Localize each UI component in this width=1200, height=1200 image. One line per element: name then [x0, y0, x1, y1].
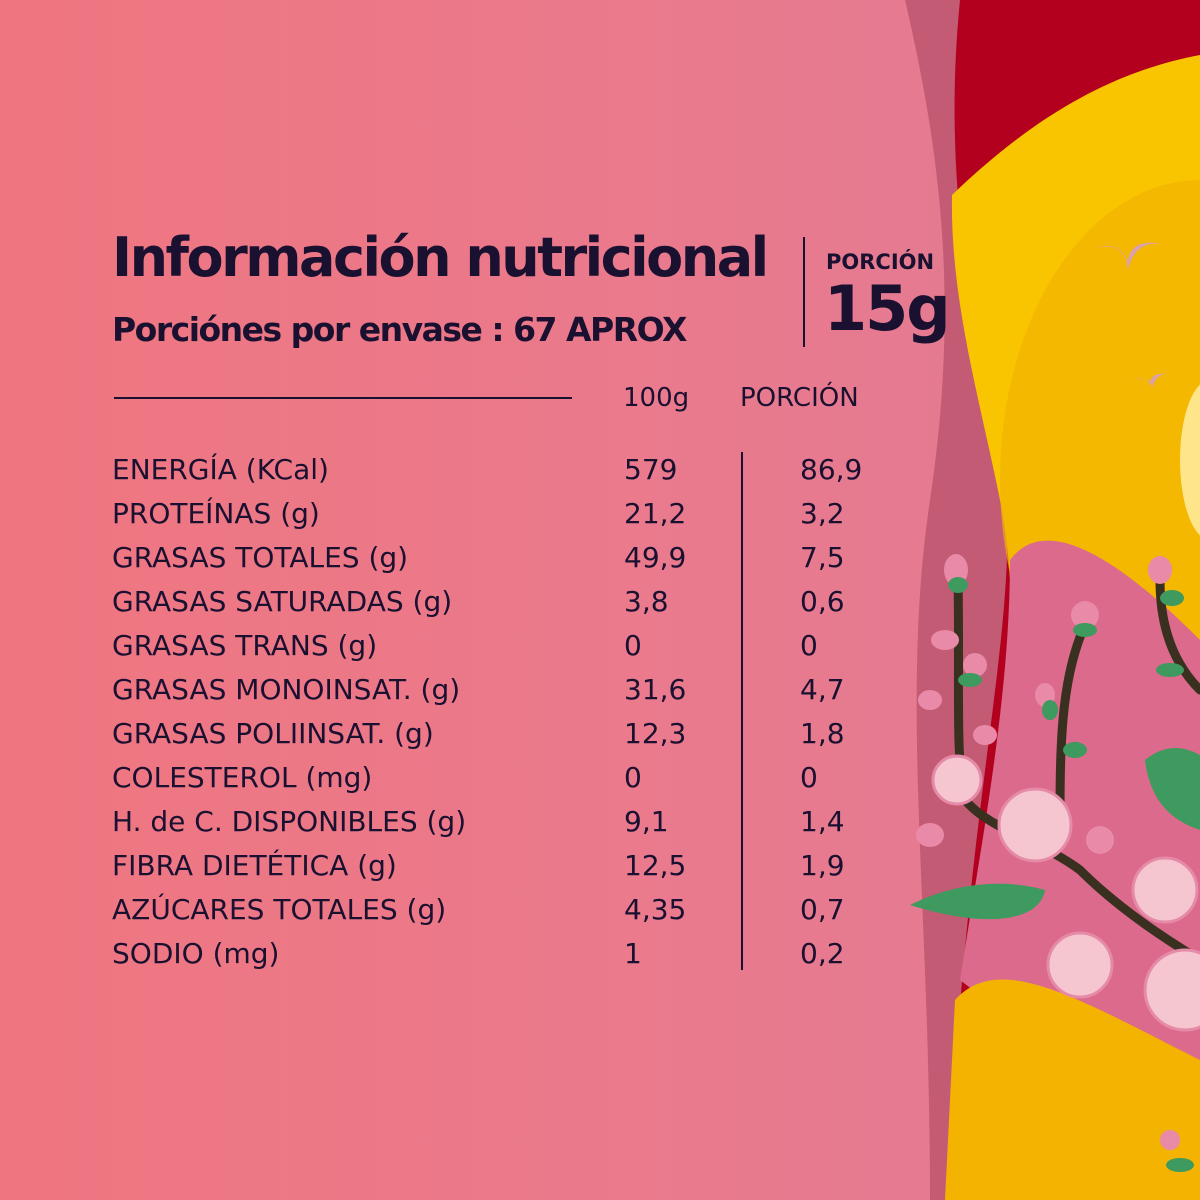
portion-label: PORCIÓN	[826, 250, 935, 274]
value-portion: 0,2	[800, 937, 845, 970]
value-100g: 9,1	[624, 805, 669, 838]
value-portion: 0	[800, 761, 818, 794]
value-100g: 1	[624, 937, 642, 970]
bird-icon	[1095, 242, 1162, 270]
value-100g: 0	[624, 761, 642, 794]
value-portion: 0,7	[800, 893, 845, 926]
nutrient-label: GRASAS TRANS (g)	[112, 629, 378, 662]
portion-value: 15g	[824, 272, 951, 345]
nutrient-label: COLESTEROL (mg)	[112, 761, 373, 794]
nutrient-label: GRASAS POLIINSAT. (g)	[112, 717, 434, 750]
nutrient-label: PROTEÍNAS (g)	[112, 497, 320, 530]
value-portion: 1,9	[800, 849, 845, 882]
column-header-portion: PORCIÓN	[740, 383, 859, 413]
column-header-100g: 100g	[623, 383, 690, 413]
value-portion: 4,7	[800, 673, 845, 706]
nutrient-label: GRASAS TOTALES (g)	[112, 541, 409, 574]
value-100g: 3,8	[624, 585, 669, 618]
value-portion: 0	[800, 629, 818, 662]
value-portion: 0,6	[800, 585, 845, 618]
value-portion: 86,9	[800, 453, 863, 486]
value-portion: 3,2	[800, 497, 845, 530]
page-title: Información nutricional	[112, 226, 769, 289]
value-100g: 49,9	[624, 541, 687, 574]
header-divider	[803, 237, 805, 347]
value-100g: 0	[624, 629, 642, 662]
nutrient-label: GRASAS SATURADAS (g)	[112, 585, 453, 618]
value-portion: 1,8	[800, 717, 845, 750]
servings-per-container: Porciónes por envase : 67 APROX	[112, 310, 687, 349]
value-100g: 579	[624, 453, 678, 486]
value-100g: 31,6	[624, 673, 687, 706]
table-rule	[114, 397, 572, 399]
value-100g: 21,2	[624, 497, 687, 530]
nutrient-label: ENERGÍA (KCal)	[112, 453, 329, 486]
nutrient-label: AZÚCARES TOTALES (g)	[112, 893, 447, 926]
value-100g: 12,3	[624, 717, 687, 750]
value-portion: 1,4	[800, 805, 845, 838]
nutrient-label: FIBRA DIETÉTICA (g)	[112, 849, 397, 882]
value-portion: 7,5	[800, 541, 845, 574]
value-100g: 12,5	[624, 849, 687, 882]
nutrient-label: GRASAS MONOINSAT. (g)	[112, 673, 461, 706]
nutrient-label: SODIO (mg)	[112, 937, 280, 970]
value-100g: 4,35	[624, 893, 687, 926]
nutrient-label: H. de C. DISPONIBLES (g)	[112, 805, 467, 838]
column-divider	[741, 452, 743, 970]
